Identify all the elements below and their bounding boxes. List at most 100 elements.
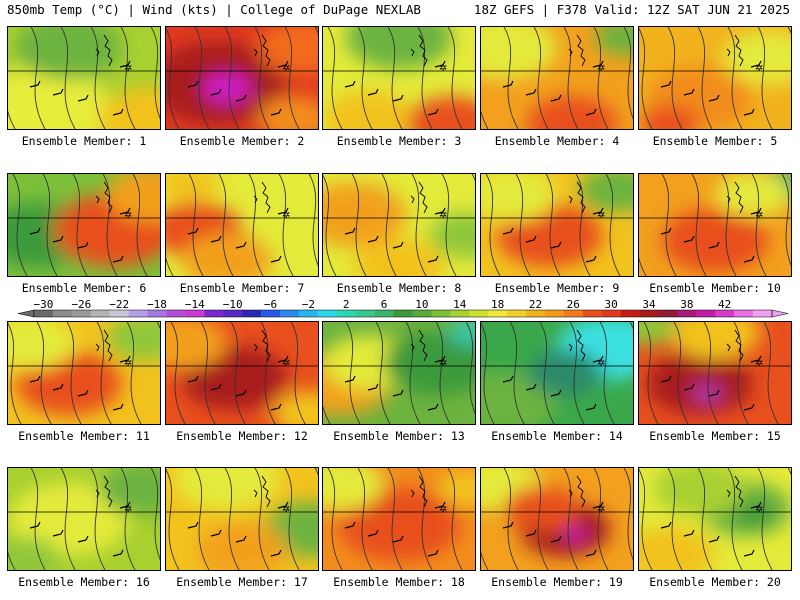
colorbar-tick-label: 22	[528, 298, 543, 311]
colorbar-swatch	[658, 310, 678, 317]
ensemble-member-8-map: ✲	[322, 173, 476, 277]
colorbar-swatch	[450, 310, 470, 317]
temperature-anomaly-region	[99, 86, 160, 129]
temperature-anomaly-region	[8, 322, 77, 370]
ensemble-member-label: Ensemble Member: 17	[176, 575, 308, 589]
temperature-anomaly-region	[733, 501, 773, 526]
ensemble-member-2-map: ✲	[165, 26, 319, 130]
colorbar-swatch	[261, 310, 281, 317]
city-marker-icon: ✲	[755, 210, 763, 221]
temperature-anomaly-region	[272, 390, 318, 424]
temperature-anomaly-region	[15, 27, 122, 80]
colorbar-tick-label: 34	[642, 298, 656, 311]
height-contours	[643, 322, 779, 424]
ensemble-member-7-map: ✲	[165, 173, 319, 277]
city-marker-icon: ✲	[282, 210, 290, 221]
city-marker-icon: ✲	[439, 358, 447, 369]
coastline	[95, 475, 113, 508]
colorbar-swatch	[204, 310, 224, 317]
temperature-anomaly-region	[481, 174, 557, 222]
wind-barbs	[29, 355, 131, 411]
colorbar-swatch	[412, 310, 432, 317]
ensemble-member-20-map: ✲	[638, 467, 792, 571]
colorbar-tick-label: 6	[380, 298, 388, 311]
temperature-anomaly-region	[383, 330, 475, 395]
coastline	[568, 34, 586, 67]
wind-barbs	[660, 60, 762, 116]
ensemble-member-label: Ensemble Member: 1	[21, 134, 147, 148]
temperature-anomaly-region	[166, 322, 227, 370]
colorbar-swatch	[280, 310, 300, 317]
temperature-anomaly-region	[654, 468, 746, 516]
colorbar-tick-label: 18	[490, 298, 505, 311]
colorbar-swatch	[677, 310, 697, 317]
height-contours	[323, 322, 475, 424]
wind-barbs	[344, 355, 446, 411]
colorbar-swatch	[128, 310, 148, 317]
colorbar-swatch	[639, 310, 659, 317]
ensemble-member-label: Ensemble Member: 18	[333, 575, 465, 589]
colorbar-swatch	[563, 310, 584, 317]
temperature-anomaly-region	[323, 91, 415, 129]
ensemble-member-label: Ensemble Member: 19	[491, 575, 623, 589]
temperature-anomaly-region	[646, 351, 753, 416]
height-contours	[327, 27, 463, 129]
map-title: 850mb Temp (°C) | Wind (kts) | College o…	[7, 2, 421, 17]
ensemble-member-label: Ensemble Member: 15	[649, 429, 781, 443]
wind-barbs	[660, 207, 762, 263]
colorbar-swatch	[374, 310, 394, 317]
colorbar-tick-label: −2	[301, 298, 315, 311]
wind-barbs	[344, 207, 446, 263]
temperature-anomaly-region	[661, 208, 769, 273]
temperature-anomaly-region	[447, 322, 475, 346]
colorbar-swatch	[298, 310, 319, 317]
height-contours	[8, 468, 160, 570]
colorbar-swatch	[715, 310, 735, 317]
wind-barbs	[344, 60, 446, 116]
temperature-anomaly-region	[639, 527, 715, 570]
temperature-anomaly-region	[639, 322, 677, 346]
colorbar-swatch	[185, 310, 205, 317]
city-marker-icon: ✲	[124, 358, 132, 369]
wind-barbs	[502, 355, 604, 411]
temperature-anomaly-region	[202, 73, 252, 103]
height-contours	[481, 322, 633, 424]
temperature-anomaly-region	[526, 350, 603, 396]
city-marker-icon: ✲	[597, 358, 605, 369]
city-marker-icon: ✲	[439, 63, 447, 74]
ensemble-member-label: Ensemble Member: 16	[18, 575, 150, 589]
colorbar-swatch	[147, 310, 167, 317]
temperature-anomaly-region	[323, 468, 384, 511]
coastline	[253, 475, 271, 508]
colorbar-swatch	[52, 310, 73, 317]
ensemble-member-label: Ensemble Member: 3	[336, 134, 462, 148]
colorbar-tick-label: −22	[109, 298, 130, 311]
ensemble-member-12-map: ✲	[165, 321, 319, 425]
height-contours	[166, 27, 318, 129]
city-marker-icon: ✲	[755, 358, 763, 369]
ensemble-member-label: Ensemble Member: 13	[333, 429, 465, 443]
ensemble-member-label: Ensemble Member: 6	[21, 281, 147, 295]
wind-barbs	[187, 207, 289, 263]
temperature-anomaly-region	[669, 322, 761, 360]
colorbar-swatch	[469, 310, 489, 317]
wind-barbs	[187, 355, 289, 411]
city-marker-icon: ✲	[597, 210, 605, 221]
coastline	[726, 329, 744, 362]
colorbar-tick-label: 10	[415, 298, 429, 311]
height-contours	[8, 322, 160, 424]
city-marker-icon: ✲	[282, 358, 290, 369]
coastline	[410, 34, 428, 67]
ensemble-member-18-map: ✲	[322, 467, 476, 571]
temperature-anomaly-region	[173, 468, 280, 511]
temperature-anomaly-region	[429, 212, 475, 259]
temperature-anomaly-region	[257, 95, 318, 129]
colorbar-tick-label: −18	[147, 298, 167, 311]
temperature-anomaly-region	[595, 27, 633, 56]
coastline	[253, 34, 271, 67]
temperature-anomaly-region	[579, 174, 633, 213]
colorbar-swatch	[242, 310, 262, 317]
temperature-anomaly-region	[481, 27, 557, 80]
height-contours	[12, 174, 148, 276]
colorbar-swatch	[582, 310, 602, 317]
